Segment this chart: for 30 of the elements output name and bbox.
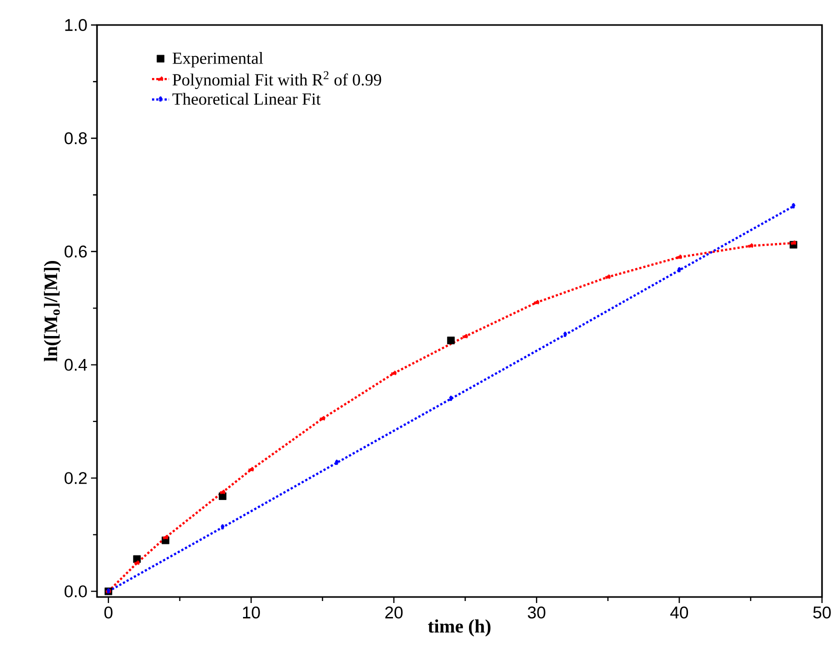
y-tick-label: 0.4	[64, 358, 88, 371]
y-axis-title: ln([M$_{o}$]/[M])	[44, 260, 62, 362]
point	[320, 416, 326, 422]
point	[790, 240, 796, 246]
legend-label: Polynomial Fit with R$^{2}$ of 0.99	[172, 71, 382, 90]
x-tick-label: 10	[243, 606, 260, 618]
point	[162, 534, 168, 540]
point	[748, 243, 754, 249]
point	[534, 300, 540, 306]
y-tick-label: 0.0	[64, 585, 87, 598]
x-tick-label: 0	[104, 606, 112, 618]
point	[220, 490, 226, 495]
y-tick-label: 0.6	[64, 246, 87, 258]
point	[248, 466, 254, 472]
legend-label: Experimental	[172, 52, 264, 68]
point	[676, 254, 682, 260]
x-axis-title: time (h)	[428, 619, 490, 637]
x-tick-label: 30	[528, 606, 546, 618]
point	[391, 370, 397, 376]
point	[134, 560, 140, 566]
point	[462, 334, 468, 340]
y-tick-label: 1.0	[65, 18, 87, 31]
y-tick-label: 0.8	[64, 132, 87, 144]
x-tick-label: 20	[385, 606, 403, 618]
point	[605, 274, 611, 280]
x-tick-label: 50	[813, 606, 831, 618]
y-tick-label: 0.2	[64, 472, 87, 484]
x-tick-label: 40	[670, 606, 688, 618]
point	[447, 336, 455, 344]
legend-label: Theoretical Linear Fit	[172, 92, 321, 105]
